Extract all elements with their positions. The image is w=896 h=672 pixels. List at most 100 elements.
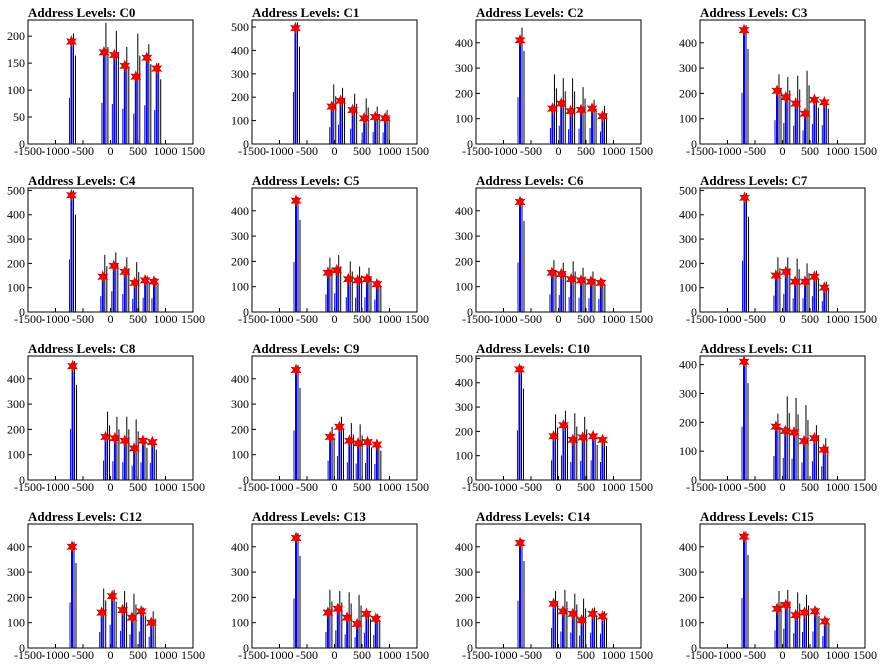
panel-title: Address Levels: C1 <box>252 5 359 20</box>
star-marker <box>290 21 301 35</box>
x-tick-label: 1500 <box>853 480 877 494</box>
y-tick-label: 0 <box>19 641 25 655</box>
x-tick-label: 0 <box>108 480 114 494</box>
y-tick-label: 200 <box>231 590 249 604</box>
x-tick-label: -1000 <box>714 144 742 158</box>
panel-c2: Address Levels: C2 0 100 200 300 400 -1500 -100… <box>455 5 653 158</box>
y-tick-label: 0 <box>467 305 473 319</box>
x-tick-label: 1500 <box>181 312 205 326</box>
y-tick-label: 200 <box>455 590 473 604</box>
star-marker <box>567 433 579 447</box>
star-marker <box>326 100 338 113</box>
y-tick-label: 200 <box>7 256 25 270</box>
x-tick-label: -500 <box>520 480 542 494</box>
y-tick-label: 100 <box>679 112 697 126</box>
y-tick-label: 400 <box>7 540 25 554</box>
star-marker <box>322 266 334 280</box>
x-tick-label: -1000 <box>42 648 70 662</box>
x-tick-label: 1500 <box>181 480 205 494</box>
x-tick-label: -1500 <box>462 144 490 158</box>
panel-c9: Address Levels: C9 0 100 200 300 400 -1500 -100… <box>231 341 429 494</box>
star-marker <box>514 536 526 550</box>
y-tick-label: 300 <box>455 61 473 75</box>
x-tick-label: -500 <box>296 312 318 326</box>
x-tick-label: 1500 <box>181 648 205 662</box>
panel-c0: Address Levels: C0 0 50 100 150 200 -1500 -1000… <box>7 5 205 158</box>
y-tick-label: 100 <box>679 444 697 458</box>
plot-frame <box>699 355 866 481</box>
y-tick-label: 400 <box>231 204 249 218</box>
star-marker <box>548 429 560 443</box>
y-tick-label: 300 <box>231 565 249 579</box>
x-tick-label: -1000 <box>42 312 70 326</box>
x-tick-label: -1500 <box>686 480 714 494</box>
panel-c13: Address Levels: C13 0 100 200 300 400 -1500 -10… <box>231 509 429 662</box>
x-tick-label: 1000 <box>378 144 402 158</box>
y-tick-label: 400 <box>679 208 697 222</box>
x-tick-label: -1500 <box>462 312 490 326</box>
y-tick-label: 300 <box>455 565 473 579</box>
x-tick-label: -500 <box>744 648 766 662</box>
plot-frame <box>475 187 642 313</box>
star-marker <box>596 109 609 123</box>
x-tick-label: -1500 <box>686 144 714 158</box>
y-tick-label: 100 <box>231 616 249 630</box>
y-tick-label: 0 <box>243 473 249 487</box>
x-tick-label: 1500 <box>405 144 429 158</box>
x-tick-label: 500 <box>801 144 819 158</box>
star-marker <box>575 274 587 287</box>
y-tick-label: 400 <box>455 36 473 50</box>
star-marker <box>369 110 381 124</box>
x-tick-label: -1000 <box>266 144 294 158</box>
x-tick-label: -500 <box>72 144 94 158</box>
x-tick-label: 1000 <box>154 648 178 662</box>
y-tick-label: 100 <box>231 280 249 294</box>
star-marker <box>67 359 78 373</box>
x-tick-label: 1000 <box>826 312 850 326</box>
star-marker <box>341 611 353 624</box>
star-marker <box>587 607 599 621</box>
y-tick-label: 150 <box>7 56 25 70</box>
y-tick-label: 300 <box>231 229 249 243</box>
x-tick-label: 1000 <box>154 480 178 494</box>
star-marker <box>587 429 599 443</box>
x-tick-label: -500 <box>72 312 94 326</box>
panel-title: Address Levels: C5 <box>252 173 360 188</box>
x-tick-label: -1000 <box>714 312 742 326</box>
star-marker <box>126 611 138 624</box>
panel-c4: Address Levels: C40100200300400500-1500-… <box>7 173 205 326</box>
y-tick-label: 200 <box>455 254 473 268</box>
star-marker <box>361 272 373 286</box>
y-tick-label: 200 <box>7 422 25 436</box>
x-tick-label: -1500 <box>238 312 266 326</box>
star-marker <box>352 274 364 287</box>
y-tick-label: 0 <box>467 137 473 151</box>
x-tick-label: 0 <box>780 648 786 662</box>
x-tick-label: -1000 <box>42 480 70 494</box>
star-marker <box>555 267 567 281</box>
star-marker <box>148 275 160 288</box>
star-marker <box>119 59 131 73</box>
x-tick-label: 1500 <box>181 144 205 158</box>
star-marker <box>779 424 791 438</box>
panel-c8: Address Levels: C8 0 100 200 300 400 -1500 -100… <box>7 341 205 494</box>
y-tick-label: 50 <box>13 110 25 124</box>
x-tick-label: 500 <box>801 480 819 494</box>
panel-title: Address Levels: C9 <box>252 341 360 356</box>
y-tick-label: 400 <box>7 372 25 386</box>
panel-c7: Address Levels: C70100200300400500-1500-… <box>679 173 877 326</box>
star-marker <box>129 276 141 290</box>
x-tick-label: 1000 <box>826 648 850 662</box>
x-tick-label: 500 <box>129 480 147 494</box>
x-tick-label: -500 <box>72 480 94 494</box>
star-marker <box>145 616 157 630</box>
y-tick-label: 400 <box>455 540 473 554</box>
star-marker <box>351 617 363 631</box>
panel-title: Address Levels: C3 <box>700 5 808 20</box>
y-tick-label: 400 <box>231 540 249 554</box>
star-marker <box>808 431 820 445</box>
star-marker <box>557 419 569 432</box>
panel-c14: Address Levels: C14 0 100 200 300 400 -1500 -10… <box>455 509 653 662</box>
star-marker <box>106 589 118 603</box>
x-tick-label: -1000 <box>714 648 742 662</box>
